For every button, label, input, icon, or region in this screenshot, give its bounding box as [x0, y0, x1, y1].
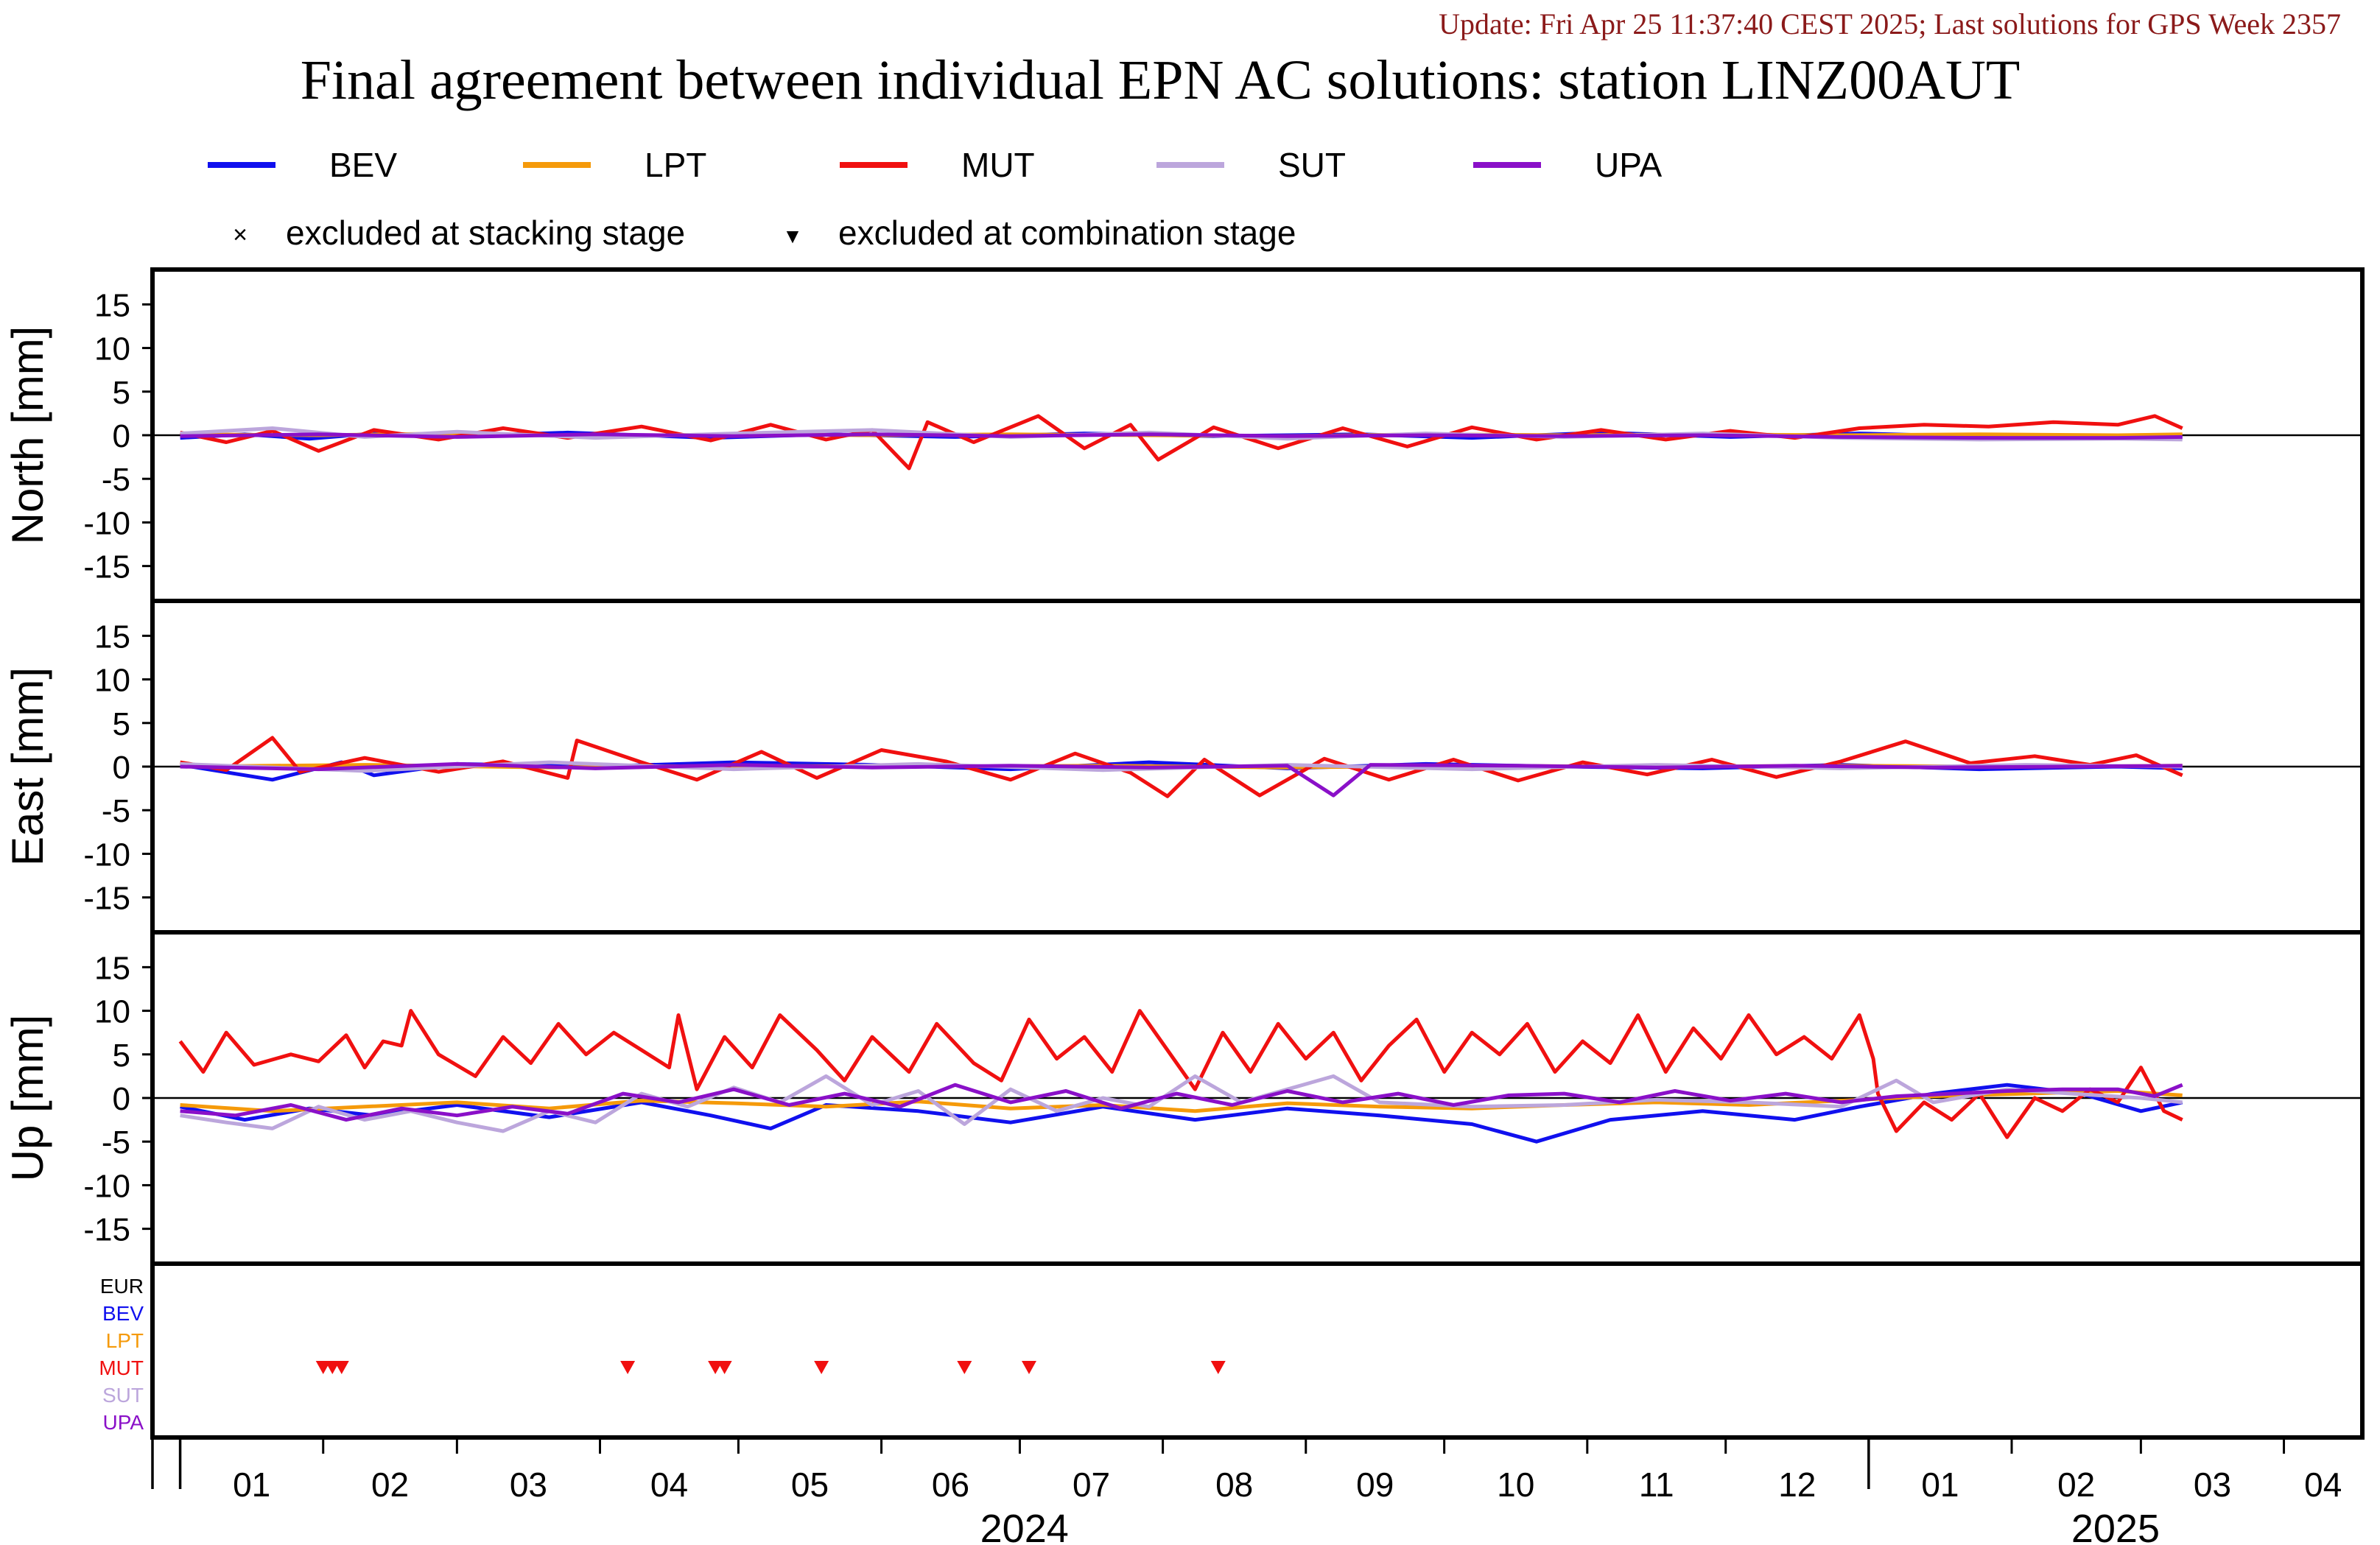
series-line-sut	[180, 1074, 2183, 1133]
x-tick-label: 06	[932, 1465, 969, 1504]
panel-east: 15 10 5 0 -5 -10 -15 East [mm]	[3, 599, 2365, 935]
exclusion-marker	[620, 1361, 636, 1374]
y-tick-label: 0	[113, 750, 130, 786]
y-tick-label: -10	[83, 837, 130, 873]
y-tick-label: 5	[113, 1038, 130, 1074]
y-tick-label: 5	[113, 375, 130, 411]
legend-marker-label: excluded at combination stage	[838, 214, 1296, 252]
legend-item-mut: MUT	[840, 146, 1035, 184]
x-tick-label: 01	[233, 1465, 270, 1504]
legend-item-upa: UPA	[1473, 146, 1662, 184]
series-line-upa	[180, 1083, 2183, 1122]
x-tick-label: 04	[2304, 1465, 2342, 1504]
series-line-upa	[180, 432, 2183, 440]
exclusion-row-label: SUT	[102, 1384, 144, 1407]
y-tick-label: 0	[113, 1081, 130, 1117]
y-axis-label: Up [mm]	[3, 1015, 52, 1182]
exclusion-row-label: BEV	[102, 1302, 144, 1325]
x-tick-label: 11	[1639, 1465, 1674, 1504]
x-tick-label: 04	[650, 1465, 688, 1504]
x-tick-label: 08	[1215, 1465, 1253, 1504]
x-tick-label: 12	[1778, 1465, 1816, 1504]
y-tick-label: 10	[94, 331, 130, 367]
x-year-label: 2025	[2071, 1507, 2160, 1545]
y-tick-label: -15	[83, 881, 130, 917]
legend-item-sut: SUT	[1156, 146, 1346, 184]
exclusion-marker	[814, 1361, 829, 1374]
x-tick-label: 09	[1356, 1465, 1394, 1504]
cross-marker-icon: ×	[233, 221, 248, 249]
chart-title: Final agreement between individual EPN A…	[301, 49, 2021, 111]
y-tick-label: 15	[94, 619, 130, 655]
exclusion-marker	[325, 1361, 340, 1374]
legend-item-lpt: LPT	[523, 146, 706, 184]
legend-label: SUT	[1278, 146, 1346, 184]
panel-exclusions: EUR BEV LPT MUT SUT UPA	[99, 1261, 2365, 1440]
legend-label: BEV	[329, 146, 397, 184]
y-tick-label: 10	[94, 994, 130, 1030]
exclusion-marker	[334, 1361, 349, 1374]
x-tick-label: 03	[2194, 1465, 2231, 1504]
y-tick-label: -15	[83, 549, 130, 585]
exclusion-marker	[1210, 1361, 1226, 1374]
x-tick-label: 05	[791, 1465, 829, 1504]
update-info: Update: Fri Apr 25 11:37:40 CEST 2025; L…	[1439, 7, 2341, 41]
x-tick-label: 02	[371, 1465, 409, 1504]
exclusion-row-label: EUR	[100, 1275, 144, 1298]
panel-north: 15 10 5 0 -5 -10 -15 North [mm]	[3, 267, 2365, 603]
exclusion-marker	[315, 1361, 331, 1374]
y-tick-label: -5	[102, 1125, 130, 1161]
legend-item-bev: BEV	[208, 146, 397, 184]
legend-label: LPT	[645, 146, 706, 184]
legend-marker-combination: ▼ excluded at combination stage	[782, 214, 1296, 252]
legend-marker-stacking: × excluded at stacking stage	[233, 214, 685, 252]
series-line-mut	[178, 1009, 2183, 1139]
exclusion-marker	[708, 1361, 723, 1374]
x-tick-label: 07	[1073, 1465, 1110, 1504]
plot-panels: 15 10 5 0 -5 -10 -15 North [mm] 15 10 5 0 -5 -10 -15 Ea…	[3, 267, 2365, 1440]
y-tick-label: 5	[113, 706, 130, 742]
y-tick-label: -10	[83, 1168, 130, 1204]
y-tick-label: 0	[113, 418, 130, 454]
y-tick-label: 15	[94, 287, 130, 323]
y-axis-label: North [mm]	[3, 326, 52, 545]
y-tick-label: -10	[83, 505, 130, 541]
y-tick-label: -15	[83, 1212, 130, 1248]
x-tick-label: 10	[1497, 1465, 1534, 1504]
series-line-mut	[180, 414, 2183, 471]
y-tick-label: 10	[94, 663, 130, 699]
triangle-marker-icon: ▼	[782, 225, 803, 247]
series-line-upa	[180, 761, 2183, 798]
exclusion-marker	[717, 1361, 732, 1374]
exclusion-row-label: MUT	[99, 1356, 144, 1379]
legend-marker-label: excluded at stacking stage	[286, 214, 685, 252]
x-year-label: 2024	[980, 1507, 1069, 1545]
x-tick-label: 01	[1921, 1465, 1959, 1504]
y-tick-label: 15	[94, 950, 130, 986]
legend-label: MUT	[961, 146, 1035, 184]
panel-up: 15 10 5 0 -5 -10 -15 Up [mm]	[3, 930, 2365, 1266]
exclusion-marker	[1021, 1361, 1036, 1374]
legend: BEV LPT MUT SUT UPA × excluded at stacking sta…	[208, 146, 1662, 252]
x-axis: 01 02 03 04 05 06 07 08 09 10 11 12 01 02 03 04 2024 2025	[151, 1437, 2342, 1545]
y-axis-label: East [mm]	[3, 667, 52, 866]
legend-label: UPA	[1595, 146, 1662, 184]
exclusion-row-label: LPT	[106, 1329, 144, 1352]
x-tick-label: 02	[2057, 1465, 2095, 1504]
x-tick-label: 03	[510, 1465, 547, 1504]
exclusion-row-label: UPA	[103, 1411, 144, 1434]
y-tick-label: -5	[102, 793, 130, 829]
y-tick-label: -5	[102, 462, 130, 498]
exclusion-marker	[957, 1361, 972, 1374]
panel-frame	[150, 1261, 2365, 1440]
